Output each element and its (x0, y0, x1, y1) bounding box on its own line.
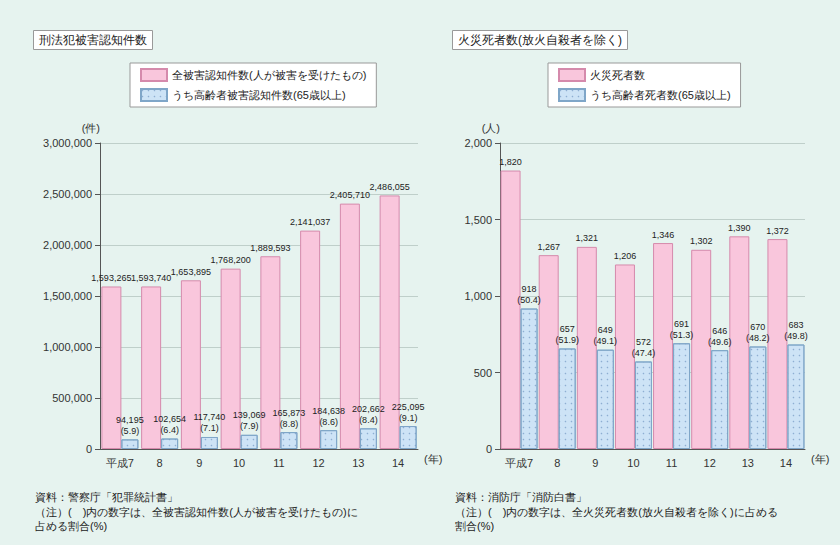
svg-text:918: 918 (522, 284, 537, 294)
svg-text:1,593,740: 1,593,740 (131, 273, 171, 283)
svg-text:0: 0 (86, 443, 92, 455)
svg-text:1,500,000: 1,500,000 (43, 290, 92, 302)
svg-text:2,486,055: 2,486,055 (370, 182, 410, 192)
svg-text:3,000,000: 3,000,000 (43, 137, 92, 149)
svg-text:1,000,000: 1,000,000 (43, 341, 92, 353)
svg-text:12: 12 (313, 457, 325, 469)
svg-text:1,372: 1,372 (766, 226, 789, 236)
svg-text:646: 646 (712, 326, 727, 336)
svg-text:13: 13 (742, 457, 754, 469)
svg-text:全被害認知件数(人が被害を受けたもの): 全被害認知件数(人が被害を受けたもの) (172, 69, 366, 82)
svg-text:14: 14 (392, 457, 404, 469)
svg-text:平成7: 平成7 (505, 457, 533, 469)
svg-text:(7.1): (7.1) (200, 423, 219, 433)
svg-text:14: 14 (780, 457, 792, 469)
svg-text:刑法犯被害認知件数: 刑法犯被害認知件数 (39, 33, 147, 47)
svg-text:94,195: 94,195 (116, 415, 144, 425)
svg-text:(49.6): (49.6) (708, 337, 732, 347)
svg-text:1,500: 1,500 (464, 214, 492, 226)
svg-text:2,000,000: 2,000,000 (43, 239, 92, 251)
svg-text:（注）( )内の数字は、全火災死者数(放火自殺者を除く)に占: （注）( )内の数字は、全火災死者数(放火自殺者を除く)に占める (455, 506, 778, 518)
svg-text:1,593,265: 1,593,265 (91, 273, 131, 283)
svg-text:2,500,000: 2,500,000 (43, 188, 92, 200)
svg-text:1,206: 1,206 (614, 251, 637, 261)
svg-text:9: 9 (592, 457, 598, 469)
svg-text:(年): (年) (424, 453, 442, 465)
svg-text:1,267: 1,267 (537, 242, 560, 252)
svg-text:184,638: 184,638 (312, 406, 345, 416)
svg-text:1,321: 1,321 (576, 233, 599, 243)
svg-text:(年): (年) (811, 453, 829, 465)
svg-text:資料：警察庁「犯罪統計書」: 資料：警察庁「犯罪統計書」 (35, 491, 178, 503)
svg-text:(47.4): (47.4) (632, 348, 656, 358)
svg-text:1,000: 1,000 (464, 290, 492, 302)
svg-text:8: 8 (157, 457, 163, 469)
svg-text:670: 670 (750, 322, 765, 332)
svg-text:平成7: 平成7 (106, 457, 134, 469)
svg-text:1,889,593: 1,889,593 (250, 243, 290, 253)
svg-text:(6.4): (6.4) (160, 425, 179, 435)
svg-text:12: 12 (704, 457, 716, 469)
svg-text:649: 649 (598, 325, 613, 335)
svg-text:(人): (人) (482, 122, 500, 134)
svg-text:(5.9): (5.9) (121, 426, 140, 436)
svg-text:13: 13 (352, 457, 364, 469)
svg-text:(9.1): (9.1) (399, 413, 418, 423)
svg-text:資料：消防庁「消防白書」: 資料：消防庁「消防白書」 (455, 491, 587, 503)
svg-text:(51.9): (51.9) (555, 335, 579, 345)
svg-text:(8.8): (8.8) (280, 419, 299, 429)
svg-text:割合(%): 割合(%) (455, 520, 494, 532)
svg-text:うち高齢者死者数(65歳以上): うち高齢者死者数(65歳以上) (590, 89, 731, 102)
svg-text:(件): (件) (82, 122, 100, 134)
svg-text:10: 10 (233, 457, 245, 469)
svg-text:(8.6): (8.6) (319, 417, 338, 427)
svg-text:1,768,200: 1,768,200 (211, 255, 251, 265)
svg-text:9: 9 (196, 457, 202, 469)
svg-text:11: 11 (666, 457, 677, 469)
svg-text:683: 683 (788, 320, 803, 330)
svg-text:500,000: 500,000 (52, 392, 92, 404)
svg-text:(49.1): (49.1) (594, 336, 618, 346)
svg-text:うち高齢者被害認知件数(65歳以上): うち高齢者被害認知件数(65歳以上) (172, 89, 346, 102)
svg-text:2,405,710: 2,405,710 (330, 190, 370, 200)
svg-text:657: 657 (560, 324, 575, 334)
svg-text:691: 691 (674, 319, 689, 329)
svg-text:500: 500 (474, 367, 492, 379)
svg-text:(50.4): (50.4) (517, 295, 541, 305)
svg-text:0: 0 (486, 443, 492, 455)
svg-text:（注）( )内の数字は、全被害認知件数(人が被害を受けたもの: （注）( )内の数字は、全被害認知件数(人が被害を受けたもの)に (35, 506, 358, 519)
svg-text:(51.3): (51.3) (670, 330, 694, 340)
svg-text:火災死者数: 火災死者数 (590, 69, 645, 81)
svg-text:1,302: 1,302 (690, 236, 713, 246)
svg-text:2,141,037: 2,141,037 (290, 217, 330, 227)
svg-text:11: 11 (273, 457, 284, 469)
svg-text:572: 572 (636, 337, 651, 347)
svg-text:165,873: 165,873 (273, 408, 306, 418)
svg-text:1,346: 1,346 (652, 230, 675, 240)
svg-text:火災死者数(放火自殺者を除く): 火災死者数(放火自殺者を除く) (458, 33, 622, 47)
svg-text:2,000: 2,000 (464, 137, 492, 149)
svg-text:139,069: 139,069 (233, 410, 266, 420)
svg-text:8: 8 (554, 457, 560, 469)
svg-text:1,653,895: 1,653,895 (171, 267, 211, 277)
svg-text:225,095: 225,095 (392, 402, 425, 412)
svg-text:1,390: 1,390 (728, 223, 751, 233)
svg-text:10: 10 (627, 457, 639, 469)
svg-text:117,740: 117,740 (193, 412, 225, 422)
svg-text:(8.4): (8.4) (359, 415, 378, 425)
svg-text:1,820: 1,820 (499, 157, 522, 167)
svg-text:占める割合(%): 占める割合(%) (35, 520, 107, 532)
svg-text:(49.8): (49.8) (784, 331, 808, 341)
svg-text:202,662: 202,662 (352, 404, 385, 414)
svg-text:102,654: 102,654 (153, 414, 186, 424)
svg-text:(48.2): (48.2) (746, 333, 770, 343)
svg-text:(7.9): (7.9) (240, 421, 259, 431)
